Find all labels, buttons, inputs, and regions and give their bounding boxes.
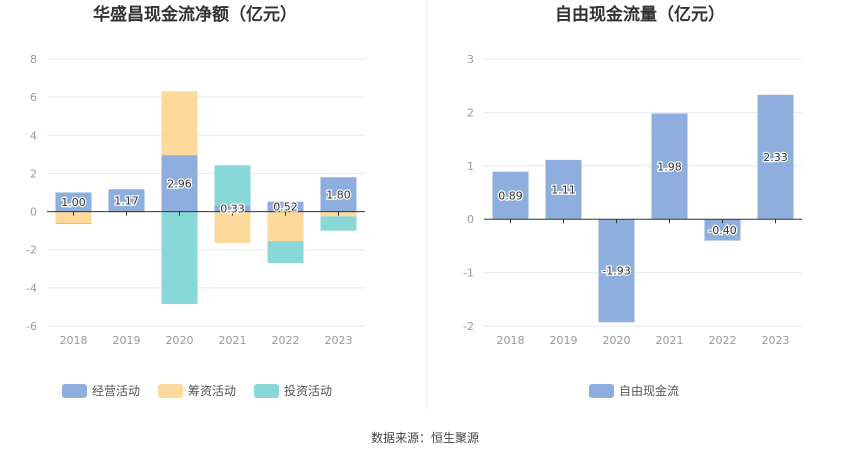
bar-operating-2022 [267,201,304,212]
x-tick-label: 2020 [166,334,194,347]
y-tick-label: 6 [30,91,37,104]
y-tick-label: -1 [463,267,474,280]
bar-free_cash_flow-2019 [545,159,582,220]
legend-swatch-free_cash_flow [589,384,614,398]
data-label: -1.93 [602,265,630,278]
x-tick-label: 2023 [762,334,790,347]
y-tick-label: 1 [467,160,474,173]
legend-swatch-investing [254,384,279,398]
left-chart-legend: 经营活动 筹资活动 投资活动 [62,383,332,398]
y-tick-label: -6 [26,320,37,333]
y-tick-label: 4 [30,129,37,142]
y-tick-label: 3 [467,53,474,66]
y-tick-label: 8 [30,53,37,66]
x-tick-label: 2021 [656,334,684,347]
bar-operating-2020 [161,155,198,212]
bar-investing-2021 [214,165,251,206]
bar-operating-2019 [108,189,145,212]
legend-label-free_cash_flow: 自由现金流 [619,383,679,398]
bar-free_cash_flow-2020 [598,219,635,323]
y-tick-label: -2 [26,244,37,257]
legend-label-financing: 筹资活动 [188,384,236,398]
data-label: -0.40 [708,224,736,237]
bar-operating-2021 [214,205,251,212]
right-chart-title: 自由现金流量（亿元） [555,4,725,25]
right-chart-plot: 3 2 1 0 -1 -2 2018 2019 2020 2021 2022 2023 0.89 1.11… [463,53,802,347]
bar-financing-2018 [55,211,92,224]
bar-free_cash_flow-2021 [651,113,688,220]
data-label: 1.17 [114,194,139,207]
bar-financing-2020 [161,91,198,156]
y-tick-label: -4 [26,282,37,295]
bar-financing-2022 [267,211,304,242]
left-chart-plot: 8 6 4 2 0 -2 -4 -6 2018 2019 2020 2021 2022 2023 1.00 1… [26,53,365,347]
x-tick-label: 2021 [219,334,247,347]
x-tick-label: 2018 [497,334,525,347]
x-tick-label: 2019 [550,334,578,347]
legend-label-investing: 投资活动 [284,383,332,398]
x-tick-label: 2022 [709,334,737,347]
y-tick-label: 0 [467,213,474,226]
data-label: 1.80 [326,188,351,201]
legend-swatch-financing [158,384,183,398]
bar-operating-2018 [55,192,92,212]
x-tick-label: 2018 [60,334,88,347]
data-source-note: 数据来源：恒生聚源 [371,430,479,445]
bar-operating-2023 [320,177,357,212]
x-tick-label: 2023 [325,334,353,347]
y-tick-label: 2 [467,106,474,119]
y-tick-label: 2 [30,167,37,180]
right-chart-legend: 自由现金流 [589,383,679,398]
data-label: 0.52 [273,201,298,214]
left-chart-title: 华盛昌现金流净额（亿元） [93,4,297,25]
bar-investing-2023 [320,216,357,231]
data-label: 1.98 [657,160,682,173]
bar-free_cash_flow-2018 [492,171,529,220]
bar-financing-2021 [214,211,251,244]
bar-investing-2020 [161,211,198,305]
data-label: 0.89 [498,189,523,202]
legend-label-operating: 经营活动 [92,384,140,398]
data-label: 1.00 [61,196,86,209]
data-label: 0.33 [220,202,245,215]
data-label: 1.11 [551,184,576,197]
bar-free_cash_flow-2023 [757,94,794,220]
legend-swatch-operating [62,384,87,398]
y-tick-label: 0 [30,206,37,219]
bar-investing-2022 [267,241,304,264]
x-tick-label: 2020 [603,334,631,347]
bar-free_cash_flow-2022 [704,219,741,241]
data-label: 2.33 [763,151,788,164]
x-tick-label: 2019 [113,334,141,347]
x-tick-label: 2022 [272,334,300,347]
bar-investing-2018 [55,223,92,224]
data-label: 2.96 [167,177,192,190]
y-tick-label: -2 [463,320,474,333]
